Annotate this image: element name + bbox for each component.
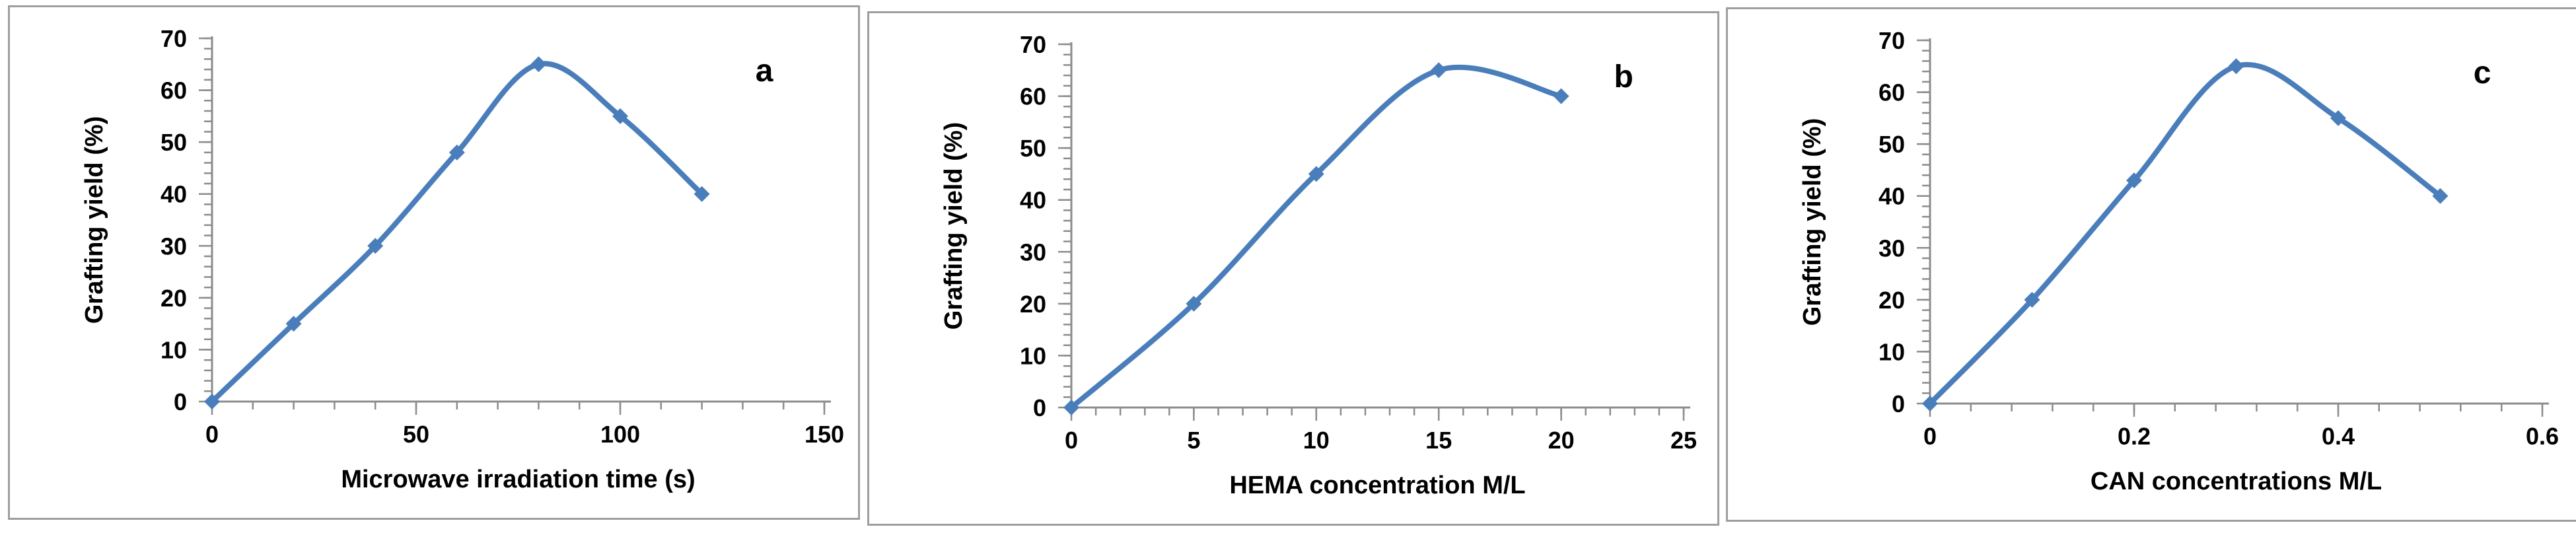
y-tick-label: 60 (1878, 79, 1905, 106)
y-tick-label: 70 (1020, 31, 1046, 58)
data-point-marker (204, 394, 220, 409)
y-tick-label: 30 (161, 232, 187, 260)
data-point-marker (2330, 110, 2346, 126)
series-line (209, 61, 705, 404)
y-axis-title: Grafting yield (%) (1799, 118, 1826, 326)
y-tick-label: 60 (1020, 83, 1046, 110)
x-axis-title: Microwave irradiation time (s) (341, 466, 695, 493)
x-tick-label: 0 (1065, 427, 1078, 454)
chart-svg-a: 0 10 20 30 40 50 60 70 0 50 100 150 Grafting yield (… (81, 25, 844, 493)
data-point-marker (2228, 58, 2244, 75)
y-tick-label: 10 (1020, 342, 1046, 369)
x-tick-label: 50 (403, 421, 429, 448)
y-tick-label: 20 (1878, 287, 1905, 314)
data-point-marker (530, 56, 547, 73)
x-axis-title: HEMA concentration M/L (1229, 472, 1525, 499)
y-tick-label: 30 (1878, 234, 1905, 262)
data-point-marker (1063, 400, 1079, 415)
data-point-marker (612, 108, 628, 124)
data-point-marker (2432, 188, 2449, 204)
chart-svg-c: 0 10 20 30 40 50 60 70 0 0.2 0.4 0.6 Grafting yield … (1799, 27, 2559, 495)
y-axis-title: Grafting yield (%) (81, 116, 108, 324)
y-tick-label: 0 (1892, 390, 1905, 417)
data-point-marker (448, 144, 465, 160)
x-tick-label: 0.2 (2118, 423, 2151, 450)
y-tick-label: 20 (1020, 291, 1046, 318)
y-tick-label: 70 (1878, 27, 1905, 54)
chart-panel-c: 0 10 20 30 40 50 60 70 0 0.2 0.4 0.6 Grafting yield … (1726, 7, 2576, 522)
y-tick-label: 50 (1020, 135, 1046, 162)
data-point-marker (1186, 295, 1202, 312)
data-point-marker (1308, 166, 1324, 182)
x-tick-label: 15 (1425, 427, 1452, 454)
x-tick-label: 5 (1187, 427, 1200, 454)
chart-svg-b: 0 10 20 30 40 50 60 70 0 5 10 15 20 25 Grafting yield … (940, 31, 1697, 499)
panel-letter: c (2474, 55, 2491, 90)
x-tick-label: 0.4 (2322, 423, 2355, 450)
y-tick-label: 20 (161, 285, 187, 312)
series-line (1927, 61, 2443, 406)
y-tick-label: 30 (1020, 238, 1046, 266)
x-tick-label: 25 (1670, 427, 1697, 454)
x-tick-label: 150 (805, 421, 844, 448)
data-point-marker (2024, 291, 2040, 308)
series-line (1069, 64, 1564, 410)
x-axis-title: CAN concentrations M/L (2091, 468, 2382, 495)
panel-letter: b (1614, 59, 1633, 94)
y-tick-label: 50 (1878, 131, 1905, 158)
panel-letter: a (756, 53, 773, 89)
y-tick-label: 50 (161, 129, 187, 156)
y-tick-label: 10 (161, 336, 187, 363)
data-point-marker (367, 238, 384, 254)
data-point-marker (1553, 88, 1569, 104)
x-tick-label: 0 (1923, 423, 1937, 450)
data-point-marker (285, 316, 302, 332)
chart-panel-a: 0 10 20 30 40 50 60 70 0 50 100 150 Grafting yield (… (8, 5, 860, 520)
chart-panel-b: 0 10 20 30 40 50 60 70 0 5 10 15 20 25 Grafting yield … (867, 11, 1719, 526)
x-tick-label: 20 (1548, 427, 1575, 454)
y-axis-title: Grafting yield (%) (940, 122, 968, 330)
data-point-marker (1431, 62, 1447, 79)
x-tick-label: 0 (205, 421, 219, 448)
x-tick-label: 100 (600, 421, 640, 448)
y-tick-label: 70 (161, 25, 187, 52)
data-point-marker (1922, 396, 1938, 411)
data-point-marker (694, 186, 710, 202)
x-tick-label: 0.6 (2526, 423, 2559, 450)
data-point-marker (2126, 172, 2142, 189)
y-tick-label: 40 (1878, 183, 1905, 210)
y-tick-label: 10 (1878, 338, 1905, 365)
x-tick-label: 10 (1303, 427, 1330, 454)
y-tick-label: 0 (1033, 394, 1046, 421)
y-tick-label: 0 (174, 388, 187, 415)
y-tick-label: 40 (161, 181, 187, 208)
y-tick-label: 60 (161, 77, 187, 104)
y-tick-label: 40 (1020, 187, 1046, 214)
